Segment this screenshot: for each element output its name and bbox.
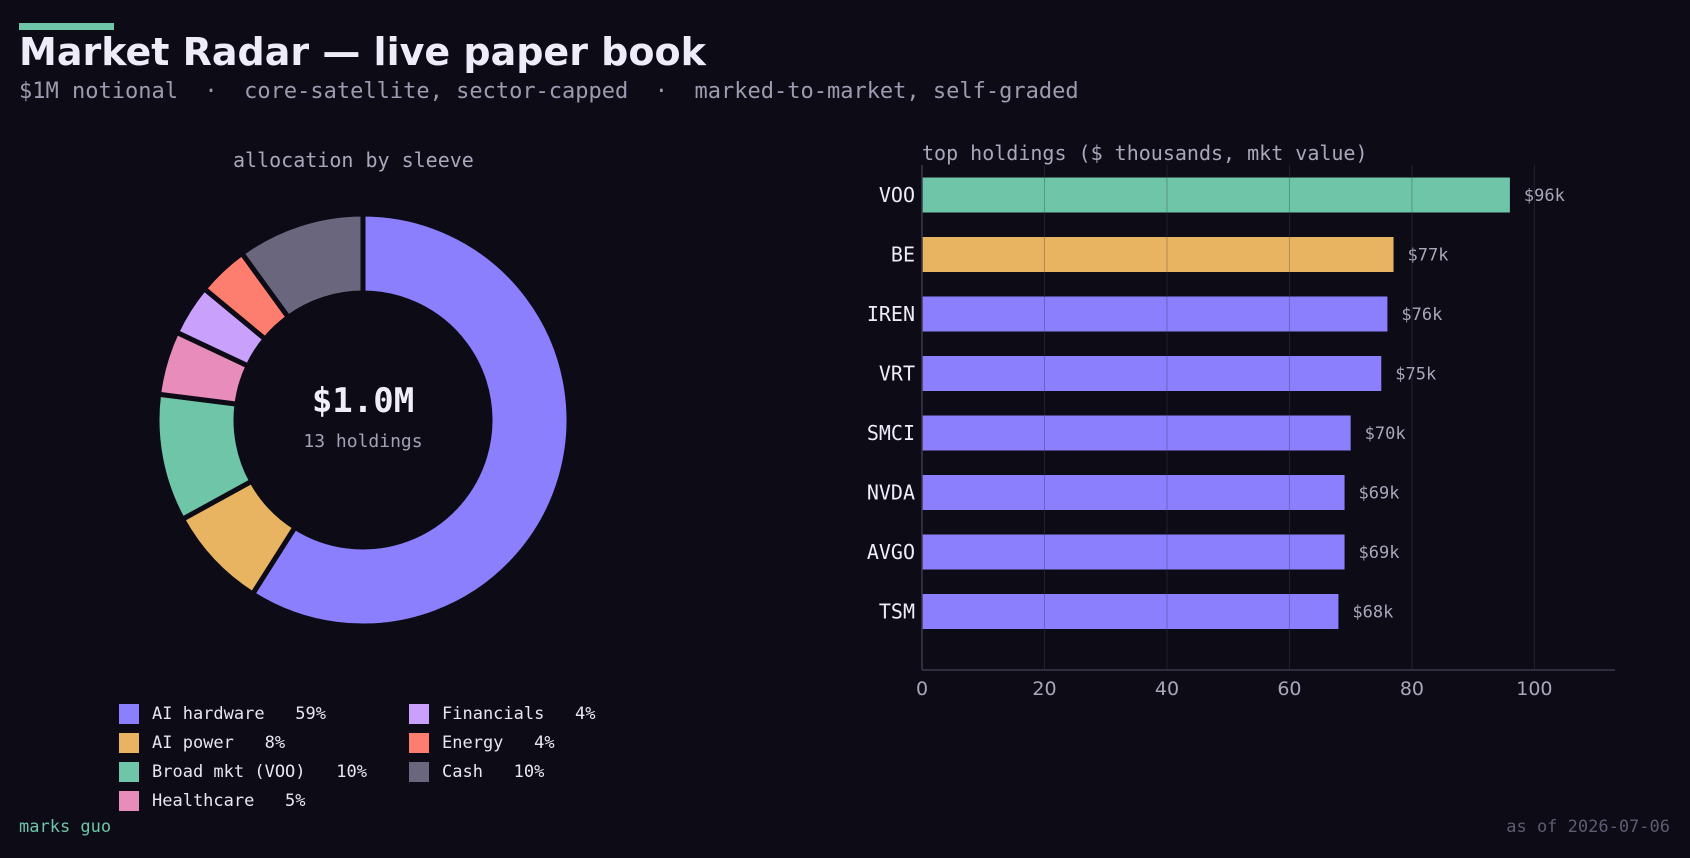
x-tick-label: 60 xyxy=(1277,678,1301,700)
legend-label: AI power 8% xyxy=(152,733,286,753)
legend-swatch xyxy=(119,704,139,724)
legend-item: Cash 10% xyxy=(409,760,544,784)
value-label: $77k xyxy=(1408,246,1449,266)
value-label: $68k xyxy=(1352,603,1393,623)
page-title: Market Radar — live paper book xyxy=(19,30,706,74)
value-label: $75k xyxy=(1395,365,1436,385)
legend-swatch xyxy=(119,733,139,753)
category-label: IREN xyxy=(867,302,915,326)
legend-item: Broad mkt (VOO) 10% xyxy=(119,760,367,784)
bar-voo xyxy=(922,177,1510,213)
as-of-date: as of 2026-07-06 xyxy=(1506,817,1670,837)
legend-label: AI hardware 59% xyxy=(152,704,326,724)
legend-swatch xyxy=(409,733,429,753)
bar-smci xyxy=(922,415,1351,451)
title-accent-bar xyxy=(19,23,114,30)
legend-label: Cash 10% xyxy=(442,762,545,782)
author-credit: marks guo xyxy=(19,817,112,837)
donut-center-value: $1.0M xyxy=(311,381,415,421)
x-tick-label: 40 xyxy=(1155,678,1179,700)
top-holdings-bar-chart: VOO $96k BE $77k IREN $76k VRT $75k SMCI $70k NVDA… xyxy=(867,165,1615,700)
bar-tsm xyxy=(922,594,1339,629)
x-tick-label: 0 xyxy=(916,678,928,700)
category-label: VRT xyxy=(879,362,915,386)
legend-label: Broad mkt (VOO) 10% xyxy=(152,762,367,782)
bar-nvda xyxy=(922,475,1345,510)
legend-label: Financials 4% xyxy=(442,704,596,724)
category-label: VOO xyxy=(879,183,915,207)
category-label: AVGO xyxy=(867,540,915,564)
bar-iren xyxy=(922,296,1388,332)
category-label: NVDA xyxy=(867,481,915,505)
allocation-donut-chart xyxy=(154,211,572,629)
legend-swatch xyxy=(119,762,139,782)
legend-item: Healthcare 5% xyxy=(119,789,306,813)
category-label: SMCI xyxy=(867,421,915,445)
category-label: BE xyxy=(891,243,915,267)
value-label: $69k xyxy=(1359,484,1400,504)
value-label: $70k xyxy=(1365,424,1406,444)
bar-chart-title: top holdings ($ thousands, mkt value) xyxy=(922,141,1368,165)
legend-label: Energy 4% xyxy=(442,733,555,753)
value-label: $96k xyxy=(1524,186,1565,206)
bar-vrt xyxy=(922,356,1382,391)
x-tick-label: 80 xyxy=(1400,678,1424,700)
donut-center-label: 13 holdings xyxy=(303,431,423,452)
legend-item: AI hardware 59% xyxy=(119,702,326,726)
legend-item: AI power 8% xyxy=(119,731,285,755)
legend-swatch xyxy=(409,762,429,782)
value-label: $69k xyxy=(1359,543,1400,563)
legend-label: Healthcare 5% xyxy=(152,791,306,811)
legend-swatch xyxy=(409,704,429,724)
legend-item: Financials 4% xyxy=(409,702,596,726)
bar-avgo xyxy=(922,534,1345,570)
legend-item: Energy 4% xyxy=(409,731,555,755)
bar-be xyxy=(922,237,1394,272)
x-tick-label: 100 xyxy=(1516,678,1552,700)
page-subtitle: $1M notional · core-satellite, sector-ca… xyxy=(19,79,1079,104)
allocation-legend: AI hardware 59% AI power 8% Broad mkt (VOO… xyxy=(119,702,639,822)
value-label: $76k xyxy=(1401,305,1442,325)
donut-chart-title: allocation by sleeve xyxy=(233,148,474,172)
category-label: TSM xyxy=(879,600,915,624)
legend-swatch xyxy=(119,791,139,811)
donut-slice-cash xyxy=(238,211,366,321)
x-tick-label: 20 xyxy=(1032,678,1056,700)
donut-slice-ai-hardware xyxy=(249,211,572,629)
